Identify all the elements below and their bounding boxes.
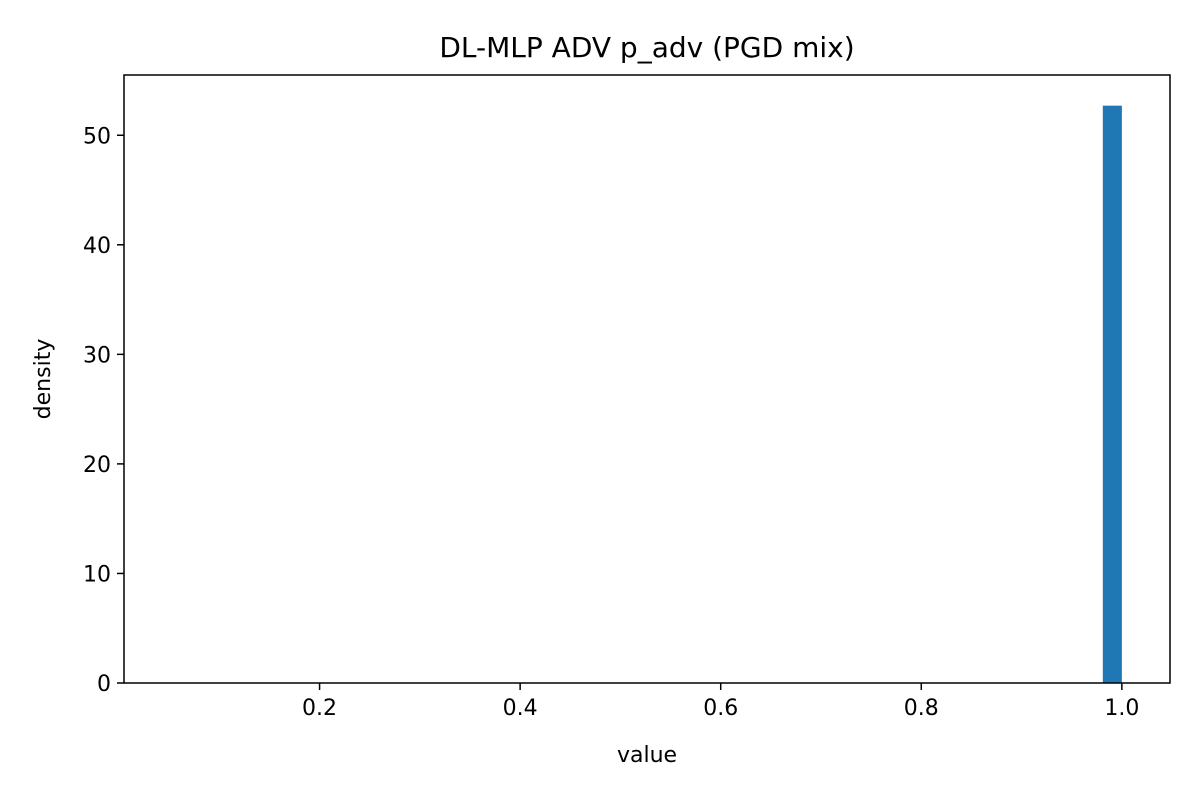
y-tick-label: 30: [83, 343, 111, 368]
x-tick-label: 0.2: [302, 696, 337, 721]
plot-frame: [123, 74, 1171, 684]
y-tick-label: 10: [83, 562, 111, 587]
x-axis-label: value: [617, 743, 677, 768]
x-tick-label: 1.0: [1104, 696, 1139, 721]
histogram-bar-0: [1102, 105, 1122, 683]
y-axis-label: density: [31, 339, 56, 420]
y-tick-label: 0: [97, 672, 111, 697]
y-tick-label: 50: [83, 124, 111, 149]
x-tick-label: 0.8: [904, 696, 939, 721]
x-tick-label: 0.6: [703, 696, 738, 721]
x-axis-ticks: 0.2 0.4 0.6 0.8 1.0: [302, 683, 1139, 721]
y-tick-label: 20: [83, 453, 111, 478]
chart-title: DL-MLP ADV p_adv (PGD mix): [439, 31, 854, 64]
x-tick-label: 0.4: [503, 696, 538, 721]
y-axis-ticks: 0 10 20 30 40 50: [83, 124, 124, 697]
bars-group: [1102, 105, 1122, 683]
y-tick-label: 40: [83, 234, 111, 259]
